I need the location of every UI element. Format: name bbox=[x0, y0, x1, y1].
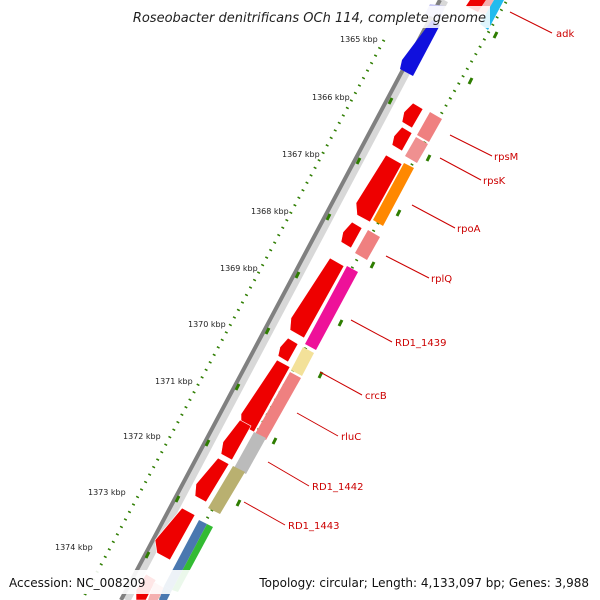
gene-arrow bbox=[340, 221, 363, 249]
kbp-labels: 1365 kbp 1366 kbp 1367 kbp 1368 kbp 1369… bbox=[55, 35, 378, 552]
gene-label-rluC[interactable]: rluC bbox=[341, 432, 361, 443]
backbone-ticks-left bbox=[144, 45, 422, 559]
gene-arrow bbox=[401, 102, 424, 129]
kbp-label: 1366 kbp bbox=[312, 93, 350, 102]
kbp-label: 1374 kbp bbox=[55, 543, 93, 552]
gene-arrow bbox=[277, 337, 299, 363]
backbone-shadow bbox=[122, 0, 448, 600]
genome-summary: Topology: circular; Length: 4,133,097 bp… bbox=[258, 576, 589, 590]
gene-arrow bbox=[194, 457, 230, 503]
gene-blue bbox=[400, 20, 440, 76]
gene-arrow bbox=[154, 507, 196, 561]
kbp-label: 1373 kbp bbox=[88, 488, 126, 497]
kbp-label: 1371 kbp bbox=[155, 377, 193, 386]
kbp-label: 1365 kbp bbox=[340, 35, 378, 44]
gene-label-RD1_1443[interactable]: RD1_1443 bbox=[288, 521, 339, 532]
kbp-label: 1368 kbp bbox=[251, 207, 289, 216]
gene-RD1_1443 bbox=[208, 466, 245, 514]
gene-label-rpoA[interactable]: rpoA bbox=[457, 224, 481, 235]
gene-crcB bbox=[291, 347, 314, 376]
genome-title: Roseobacter denitrificans OCh 114, compl… bbox=[133, 11, 486, 26]
forward-strand-genes bbox=[135, 102, 424, 600]
kbp-label: 1367 kbp bbox=[282, 150, 320, 159]
gene-RD1_1439 bbox=[305, 266, 358, 350]
gene-label-adk[interactable]: adk bbox=[556, 29, 574, 40]
gene-arrow bbox=[289, 257, 345, 339]
outer-tick-ring bbox=[80, 39, 386, 600]
accession-label: Accession: NC_008209 bbox=[9, 576, 145, 590]
gene-arrow bbox=[220, 419, 252, 461]
gene-label-RD1_1442[interactable]: RD1_1442 bbox=[312, 482, 363, 493]
gene-label-rpsK[interactable]: rpsK bbox=[483, 176, 506, 187]
gene-grey bbox=[234, 432, 266, 474]
gene-rplQ bbox=[355, 230, 380, 260]
gene-rpsK bbox=[405, 137, 428, 163]
gene-rluC bbox=[255, 372, 301, 440]
footer-band bbox=[0, 570, 600, 594]
title-band bbox=[110, 6, 490, 28]
backbone-ticks-right bbox=[187, 31, 499, 567]
gene-labels: adk rpsM rpsK rpoA rplQ RD1_1439 crcB rl… bbox=[288, 29, 574, 532]
gene-label-rpsM[interactable]: rpsM bbox=[494, 152, 518, 163]
gene-label-crcB[interactable]: crcB bbox=[365, 391, 387, 402]
kbp-label: 1372 kbp bbox=[123, 432, 161, 441]
gene-rpoA bbox=[373, 163, 414, 226]
gene-arrow bbox=[391, 126, 413, 152]
kbp-label: 1369 kbp bbox=[220, 264, 258, 273]
gene-label-RD1_1439[interactable]: RD1_1439 bbox=[395, 338, 446, 349]
gene-arrow bbox=[355, 154, 403, 223]
gene-rpsM bbox=[417, 112, 442, 142]
backbone bbox=[119, 0, 442, 600]
leader-lines bbox=[243, 11, 553, 526]
kbp-label: 1370 kbp bbox=[188, 320, 226, 329]
gene-label-rplQ[interactable]: rplQ bbox=[431, 274, 452, 285]
